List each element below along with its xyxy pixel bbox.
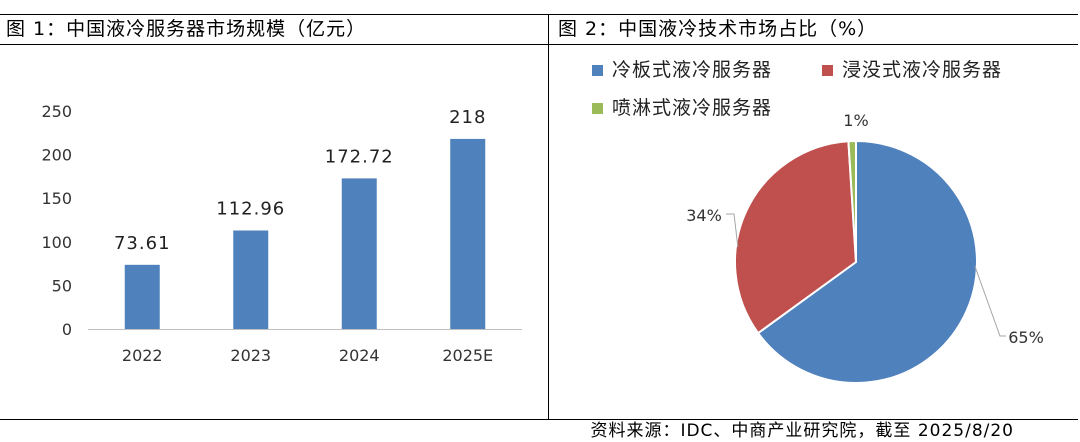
figure2-header-rule [549, 44, 1078, 45]
leader-line [726, 213, 739, 248]
y-tick-label: 250 [41, 102, 72, 121]
bar-value-label: 172.72 [325, 146, 394, 167]
figure1-title: 图 1：中国液冷服务器市场规模（亿元） [6, 18, 367, 40]
pie-value-label: 65% [1008, 328, 1044, 347]
x-tick-label: 2025E [442, 346, 493, 365]
pie-value-label: 34% [686, 206, 722, 225]
pie-slice [847, 139, 857, 263]
figure2-title: 图 2：中国液冷技术市场占比（%） [558, 18, 878, 40]
bar [341, 178, 377, 329]
source-note: 资料来源：IDC、中商产业研究院，截至 2025/8/20 [590, 421, 1014, 441]
x-tick-label: 2023 [230, 346, 271, 365]
bar-value-label: 73.61 [114, 233, 171, 254]
legend-swatch [822, 65, 833, 76]
bar-value-label: 218 [449, 107, 486, 128]
x-tick-label: 2024 [339, 346, 380, 365]
figure1-header-rule [0, 44, 548, 45]
bar-chart: 0 50 100 150 200 250 73.61 2022 112.96 2023 172.72… [41, 102, 522, 365]
pie-slice [756, 139, 978, 384]
bar [124, 264, 160, 329]
y-tick-label: 100 [41, 233, 72, 252]
bar [450, 138, 486, 329]
legend-label: 喷淋式液冷服务器 [612, 97, 772, 119]
y-tick-label: 200 [41, 146, 72, 165]
y-tick-label: 0 [62, 320, 72, 339]
y-tick-label: 150 [41, 189, 72, 208]
figure-divider [548, 14, 549, 420]
legend-label: 浸没式液冷服务器 [842, 59, 1002, 81]
legend-swatch [592, 103, 603, 114]
x-tick-label: 2022 [122, 346, 163, 365]
legend-label: 冷板式液冷服务器 [612, 59, 772, 81]
figure-frame [0, 14, 1078, 420]
bar [233, 230, 269, 329]
pie-slice [734, 140, 858, 335]
y-tick-label: 50 [52, 276, 72, 295]
pie-value-label: 1% [843, 111, 868, 130]
legend-swatch [592, 65, 603, 76]
bar-value-label: 112.96 [216, 198, 285, 219]
leader-line [974, 266, 1006, 337]
